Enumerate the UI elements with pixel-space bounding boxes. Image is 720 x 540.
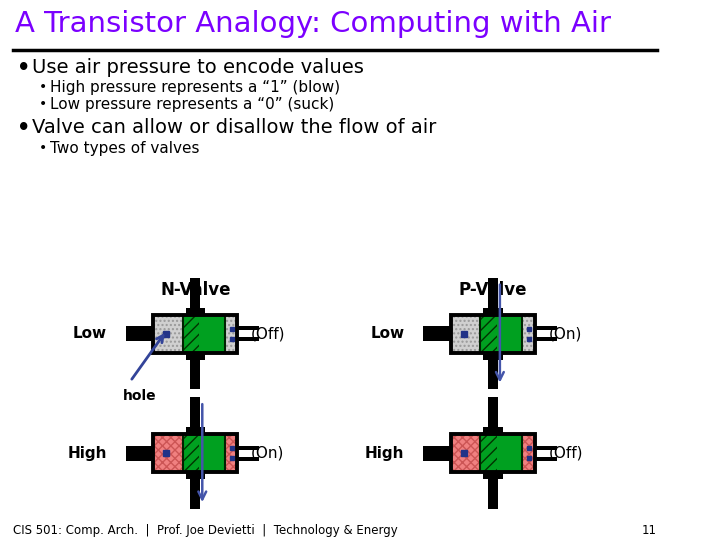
Bar xyxy=(183,434,225,472)
Bar xyxy=(186,472,205,479)
Bar xyxy=(153,434,237,472)
Bar xyxy=(190,278,200,308)
Bar xyxy=(487,479,498,509)
Bar xyxy=(190,397,200,427)
Bar xyxy=(535,457,557,461)
Bar xyxy=(480,434,522,472)
Text: High: High xyxy=(365,446,405,461)
Bar xyxy=(190,360,200,389)
Text: Low pressure represents a “0” (suck): Low pressure represents a “0” (suck) xyxy=(50,97,335,112)
Bar xyxy=(186,308,205,315)
Text: (Off): (Off) xyxy=(549,446,583,461)
Bar xyxy=(237,337,259,341)
Bar xyxy=(153,315,237,353)
Text: •: • xyxy=(39,97,48,111)
Bar xyxy=(153,434,237,472)
Text: (On): (On) xyxy=(549,326,582,341)
Text: High pressure represents a “1” (blow): High pressure represents a “1” (blow) xyxy=(50,80,341,94)
Bar xyxy=(487,278,498,308)
Text: Two types of valves: Two types of valves xyxy=(50,141,199,157)
Bar xyxy=(487,397,498,427)
Text: P-Valve: P-Valve xyxy=(459,281,527,299)
Text: (Off): (Off) xyxy=(251,326,286,341)
Bar xyxy=(186,427,205,434)
Text: A Transistor Analogy: Computing with Air: A Transistor Analogy: Computing with Air xyxy=(15,10,611,38)
Bar xyxy=(237,446,259,450)
Bar xyxy=(487,360,498,389)
Bar xyxy=(451,315,535,353)
Bar xyxy=(497,315,522,353)
Bar xyxy=(483,308,503,315)
Text: High: High xyxy=(68,446,107,461)
Bar xyxy=(183,315,199,353)
Bar xyxy=(199,434,225,472)
Bar xyxy=(237,457,259,461)
Text: •: • xyxy=(17,118,30,138)
Text: Low: Low xyxy=(73,326,107,341)
Bar xyxy=(190,479,200,509)
Bar xyxy=(237,326,259,330)
Bar xyxy=(483,427,503,434)
Bar xyxy=(480,434,497,472)
Bar xyxy=(451,434,535,472)
Text: •: • xyxy=(17,58,30,78)
Bar xyxy=(451,434,535,472)
Text: Valve can allow or disallow the flow of air: Valve can allow or disallow the flow of … xyxy=(32,118,436,137)
Bar xyxy=(199,315,225,353)
Bar xyxy=(183,315,225,353)
Bar xyxy=(125,446,153,461)
Bar xyxy=(153,315,237,353)
Bar xyxy=(183,434,199,472)
Text: N-Valve: N-Valve xyxy=(160,281,230,299)
Bar xyxy=(535,326,557,330)
Text: •: • xyxy=(39,141,48,156)
Bar xyxy=(535,446,557,450)
Text: CIS 501: Comp. Arch.  |  Prof. Joe Devietti  |  Technology & Energy: CIS 501: Comp. Arch. | Prof. Joe Deviett… xyxy=(13,524,397,537)
Text: •: • xyxy=(39,80,48,93)
Text: Low: Low xyxy=(370,326,405,341)
Bar xyxy=(483,472,503,479)
Bar xyxy=(423,326,451,341)
Bar xyxy=(125,326,153,341)
Bar xyxy=(186,353,205,360)
Bar xyxy=(480,315,497,353)
Bar xyxy=(483,353,503,360)
Text: hole: hole xyxy=(122,389,156,403)
Text: Use air pressure to encode values: Use air pressure to encode values xyxy=(32,58,364,77)
Text: (On): (On) xyxy=(251,446,284,461)
Bar xyxy=(480,315,522,353)
Bar xyxy=(451,315,535,353)
Text: 11: 11 xyxy=(642,524,657,537)
Bar xyxy=(535,337,557,341)
Bar xyxy=(497,434,522,472)
Bar xyxy=(423,446,451,461)
